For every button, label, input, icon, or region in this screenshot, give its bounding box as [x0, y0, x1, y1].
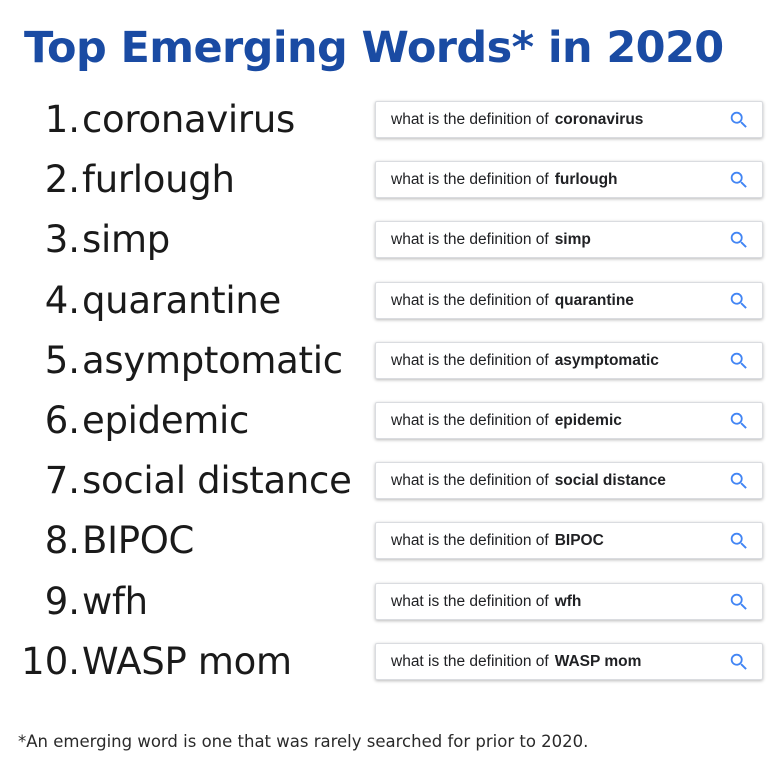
search-query[interactable]: what is the definition of quarantine — [391, 283, 634, 318]
query-term: simp — [554, 231, 591, 249]
word-row: 3. simp what is the definition of simp — [0, 210, 776, 270]
rank-number: 10. — [21, 639, 80, 683]
magnifying-glass-icon[interactable] — [728, 229, 750, 251]
word-row: 4. quarantine what is the definition of q… — [0, 271, 776, 331]
rank-number: 4. — [44, 278, 80, 322]
word-row: 1. coronavirus what is the definition of… — [0, 90, 776, 150]
query-prefix: what is the definition of — [391, 472, 549, 490]
search-bar[interactable]: what is the definition of epidemic — [375, 401, 763, 439]
search-query[interactable]: what is the definition of furlough — [391, 162, 618, 197]
query-prefix: what is the definition of — [391, 411, 549, 429]
query-term: WASP mom — [554, 652, 642, 670]
search-query[interactable]: what is the definition of asymptomatic — [391, 343, 659, 378]
query-prefix: what is the definition of — [391, 351, 549, 369]
search-bar[interactable]: what is the definition of social distance — [375, 462, 763, 500]
query-term: wfh — [554, 592, 582, 610]
search-bar[interactable]: what is the definition of asymptomatic — [375, 341, 763, 379]
word-label: social distance — [82, 459, 352, 503]
word-label: asymptomatic — [82, 338, 343, 382]
query-term: social distance — [554, 472, 666, 490]
footnote: *An emerging word is one that was rarely… — [18, 732, 589, 751]
word-row: 6. epidemic what is the definition of epi… — [0, 391, 776, 451]
query-prefix: what is the definition of — [391, 652, 549, 670]
query-prefix: what is the definition of — [391, 592, 549, 610]
search-bar[interactable]: what is the definition of simp — [375, 221, 763, 259]
search-bar[interactable]: what is the definition of BIPOC — [375, 522, 763, 560]
word-row: 2. furlough what is the definition of fur… — [0, 150, 776, 210]
rank-number: 5. — [44, 338, 80, 382]
magnifying-glass-icon[interactable] — [728, 169, 750, 191]
word-label: furlough — [82, 158, 235, 202]
search-bar[interactable]: what is the definition of wfh — [375, 582, 763, 620]
rank-number: 6. — [44, 398, 80, 442]
page-title: Top Emerging Words* in 2020 — [24, 23, 724, 73]
query-term: asymptomatic — [554, 351, 659, 369]
magnifying-glass-icon[interactable] — [728, 290, 750, 312]
magnifying-glass-icon[interactable] — [728, 470, 750, 492]
search-query[interactable]: what is the definition of coronavirus — [391, 102, 643, 137]
query-prefix: what is the definition of — [391, 111, 549, 128]
magnifying-glass-icon[interactable] — [728, 591, 750, 613]
word-label: epidemic — [82, 398, 250, 442]
query-term: epidemic — [554, 411, 622, 429]
magnifying-glass-icon[interactable] — [728, 651, 750, 673]
word-row: 8. BIPOC what is the definition of BIPOC — [0, 511, 776, 571]
query-prefix: what is the definition of — [391, 171, 549, 189]
search-query[interactable]: what is the definition of WASP mom — [391, 644, 641, 679]
rank-number: 9. — [44, 579, 80, 623]
word-row: 5. asymptomatic what is the definition o… — [0, 331, 776, 391]
word-label: quarantine — [82, 278, 281, 322]
rank-number: 3. — [44, 218, 80, 262]
magnifying-glass-icon[interactable] — [728, 530, 750, 552]
word-list: 1. coronavirus what is the definition of… — [0, 90, 776, 692]
query-term: furlough — [554, 171, 618, 189]
query-prefix: what is the definition of — [391, 532, 549, 550]
word-label: wfh — [82, 579, 148, 623]
search-query[interactable]: what is the definition of BIPOC — [391, 523, 604, 558]
query-prefix: what is the definition of — [391, 231, 549, 249]
word-label: coronavirus — [82, 98, 295, 141]
rank-number: 7. — [44, 459, 80, 503]
query-term: quarantine — [554, 291, 634, 309]
query-term: coronavirus — [554, 111, 644, 128]
rank-number: 1. — [44, 98, 80, 141]
search-bar[interactable]: what is the definition of WASP mom — [375, 642, 763, 680]
search-query[interactable]: what is the definition of simp — [391, 222, 591, 257]
word-row: 9. wfh what is the definition of wfh — [0, 572, 776, 632]
magnifying-glass-icon[interactable] — [728, 109, 750, 131]
query-term: BIPOC — [554, 532, 604, 550]
search-bar[interactable]: what is the definition of coronavirus — [375, 101, 763, 138]
search-bar[interactable]: what is the definition of furlough — [375, 161, 763, 199]
rank-number: 2. — [44, 158, 80, 202]
rank-number: 8. — [44, 519, 80, 563]
search-query[interactable]: what is the definition of epidemic — [391, 403, 622, 438]
word-label: simp — [82, 218, 170, 262]
search-bar[interactable]: what is the definition of quarantine — [375, 281, 763, 319]
magnifying-glass-icon[interactable] — [728, 410, 750, 432]
word-row: 7. social distance what is the definitio… — [0, 451, 776, 511]
magnifying-glass-icon[interactable] — [728, 350, 750, 372]
word-label: WASP mom — [82, 639, 292, 683]
word-row: 10. WASP mom what is the definition of WA… — [0, 632, 776, 692]
search-query[interactable]: what is the definition of social distance — [391, 463, 666, 498]
word-label: BIPOC — [82, 519, 195, 563]
query-prefix: what is the definition of — [391, 291, 549, 309]
search-query[interactable]: what is the definition of wfh — [391, 584, 581, 619]
